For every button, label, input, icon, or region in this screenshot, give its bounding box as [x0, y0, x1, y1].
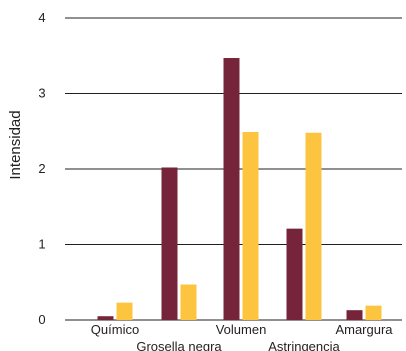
- bar-1-5: [346, 310, 363, 320]
- bar-1-3: [223, 58, 240, 320]
- y-tick-labels: 0 1 2 3 4: [38, 10, 45, 327]
- y-tick-label-4: 4: [38, 10, 45, 25]
- x-tick-label-3: Volumen: [216, 322, 267, 337]
- x-tick-label-5: Amargura: [335, 322, 393, 337]
- bar-1-4: [286, 228, 303, 320]
- y-tick-label-3: 3: [38, 86, 45, 101]
- bar-2-1: [116, 302, 133, 320]
- bar-2-4: [305, 132, 322, 320]
- bars: [97, 58, 382, 320]
- bar-2-5: [365, 305, 382, 320]
- y-tick-label-1: 1: [38, 237, 45, 252]
- y-axis-label: Intensidad: [7, 110, 24, 179]
- x-tick-labels: Químico Grosella negra VolumenAstringencia…: [91, 322, 394, 351]
- x-tick-label-1: Químico: [91, 322, 139, 337]
- bar-1-2: [161, 167, 178, 320]
- bar-2-2: [180, 284, 197, 320]
- x-tick-label-2: Grosella negra: [136, 339, 222, 351]
- bar-2-3: [242, 132, 259, 320]
- x-tick-label-4: Astringencia: [268, 339, 340, 351]
- bar-1-1: [97, 316, 114, 320]
- y-tick-label-2: 2: [38, 161, 45, 176]
- y-tick-label-0: 0: [38, 312, 45, 327]
